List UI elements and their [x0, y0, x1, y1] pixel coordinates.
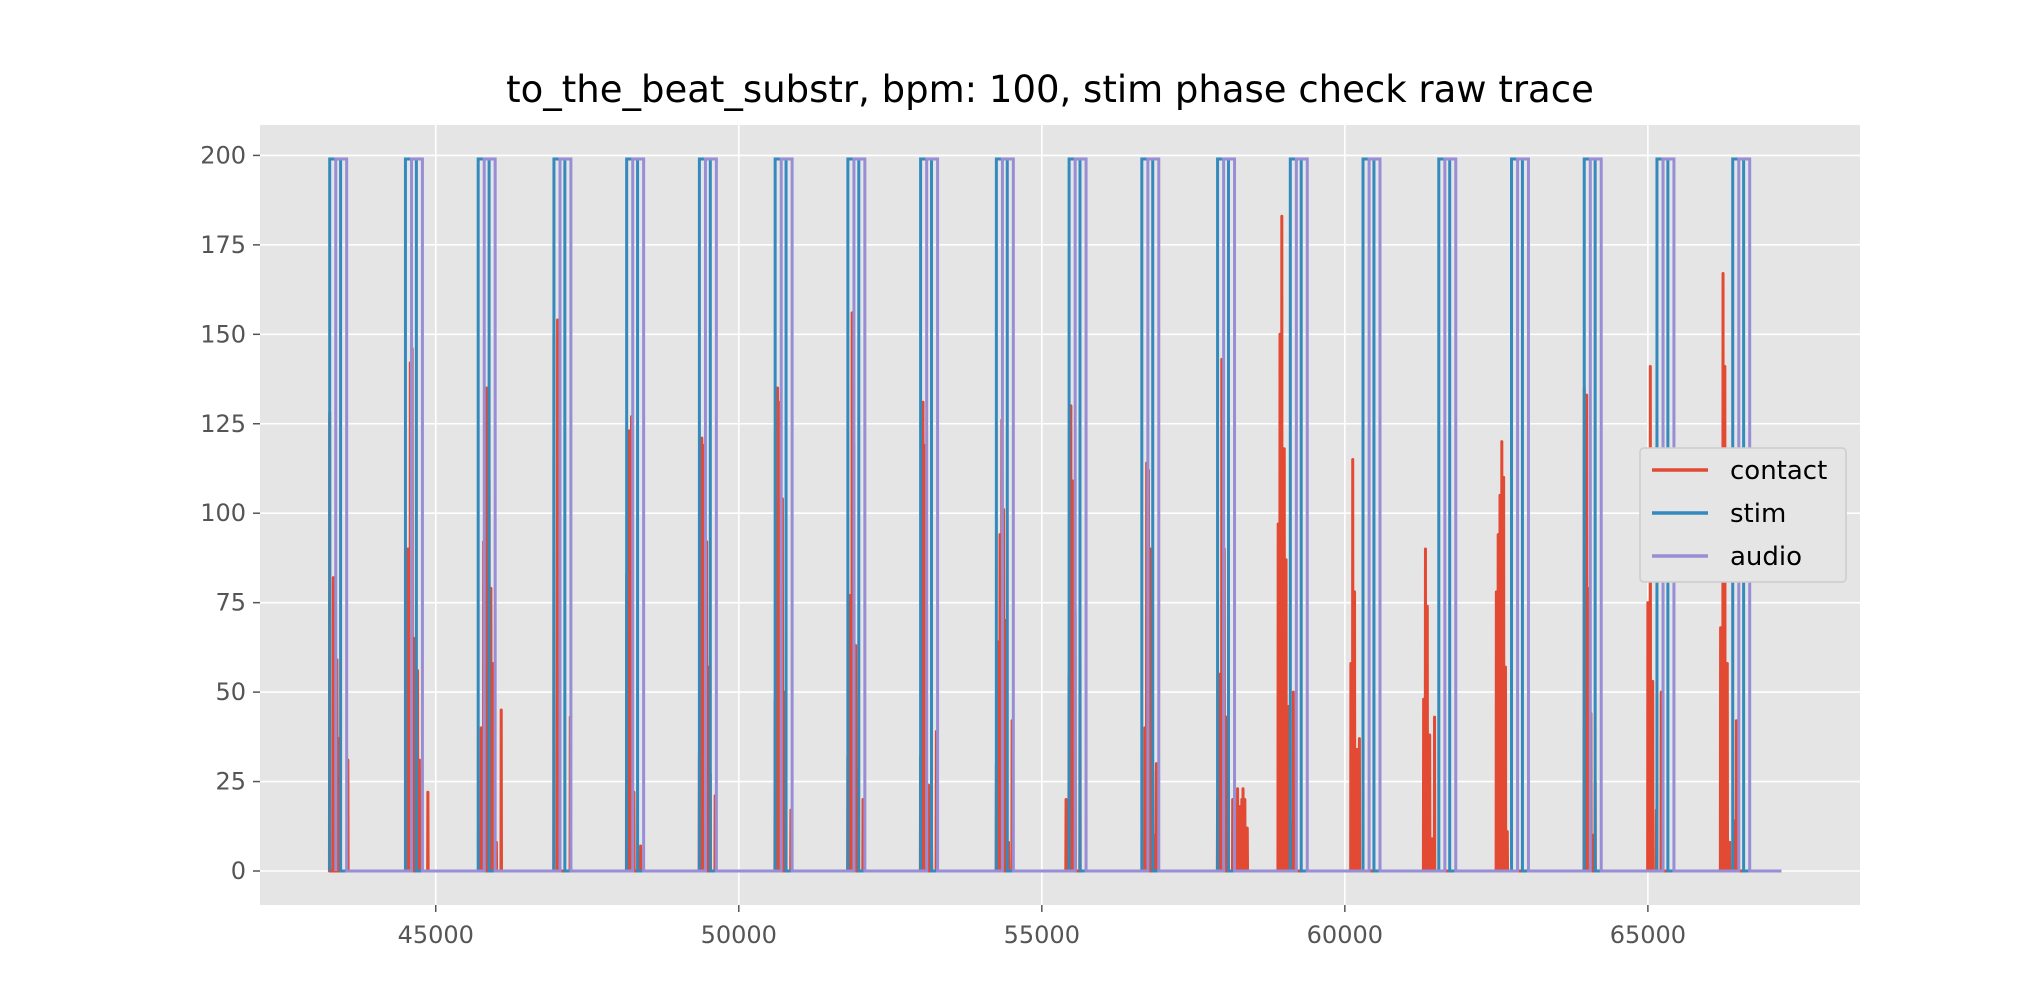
legend-label-audio: audio: [1730, 542, 1802, 572]
y-tick-label: 100: [200, 499, 246, 527]
y-tick-label: 75: [215, 589, 246, 617]
plot-area: [260, 125, 1860, 905]
y-tick-label: 150: [200, 320, 246, 348]
x-tick-label: 65000: [1610, 921, 1686, 949]
legend-label-contact: contact: [1730, 456, 1827, 486]
grid: [260, 125, 1860, 905]
y-tick-label: 0: [231, 857, 246, 885]
series-audio: [334, 157, 1782, 873]
chart-title: to_the_beat_substr, bpm: 100, stim phase…: [506, 68, 1594, 111]
y-tick-label: 175: [200, 231, 246, 259]
y-tick-label: 125: [200, 410, 246, 438]
y-tick-label: 25: [215, 768, 246, 796]
x-tick-label: 55000: [1004, 921, 1080, 949]
y-tick-label: 200: [200, 141, 246, 169]
legend-box: [1639, 447, 1847, 583]
series-layer: [327, 157, 1782, 873]
legend-label-stim: stim: [1730, 499, 1786, 529]
x-tick-label: 60000: [1307, 921, 1383, 949]
y-tick-label: 50: [215, 678, 246, 706]
x-tick-label: 50000: [701, 921, 777, 949]
tick-labels: 45000 50000 55000 60000 65000 0 25 50 75 100 125 15…: [200, 141, 1686, 949]
legend: contact stim audio: [1639, 447, 1847, 583]
x-tick-label: 45000: [398, 921, 474, 949]
series-contact: [327, 214, 1782, 873]
